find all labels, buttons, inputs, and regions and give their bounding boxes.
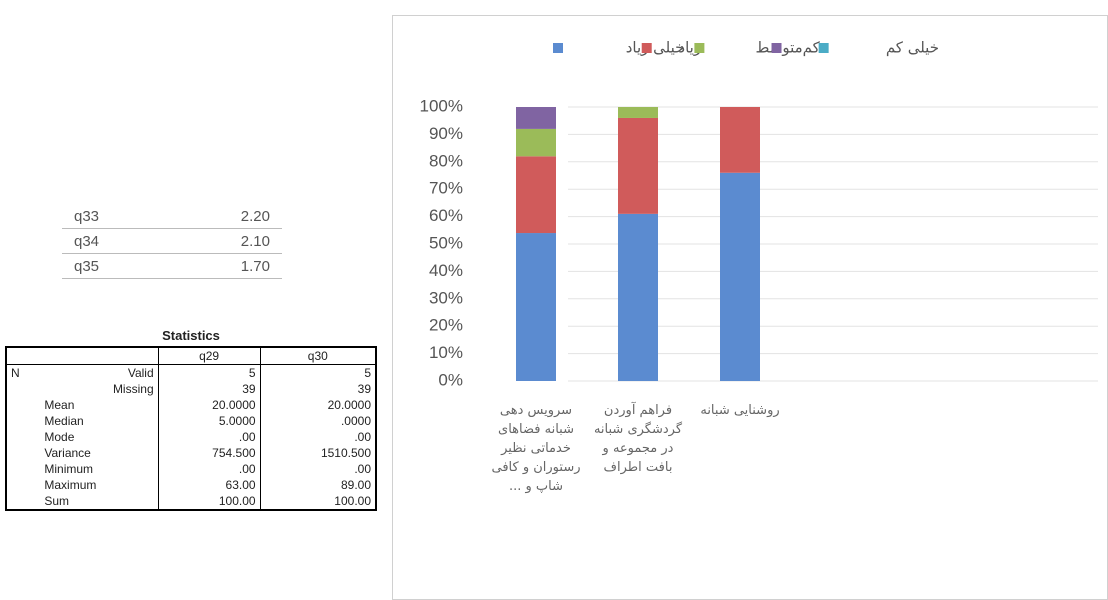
table-cell: 20.0000	[158, 397, 260, 413]
table-cell: .00	[260, 461, 376, 477]
bar-segment	[516, 129, 556, 156]
row-label: Mode	[40, 429, 158, 445]
column-header: q29	[158, 347, 260, 365]
row-label: Maximum	[40, 477, 158, 493]
table-title: Statistics	[5, 326, 377, 346]
y-tick-label: 0%	[438, 370, 463, 389]
table-cell: 89.00	[260, 477, 376, 493]
corner-cell	[6, 347, 158, 365]
row-label: Valid	[40, 365, 158, 382]
y-tick-label: 80%	[429, 151, 463, 170]
bar-segment	[618, 214, 658, 381]
table-cell: 2.10	[168, 229, 283, 254]
bar-segment	[618, 118, 658, 214]
table-row: Minimum.00.00	[6, 461, 376, 477]
row-group	[6, 493, 40, 510]
table-cell: 39	[158, 381, 260, 397]
chart-svg: 0% 10% 20% 30% 40% 50% 60% 70% 80% 90% 100% خیلی زی…	[393, 16, 1107, 599]
table-cell: .00	[260, 429, 376, 445]
y-tick-label: 100%	[420, 96, 463, 115]
bar-segment	[618, 107, 658, 118]
x-tick-label: فراهم آوردن گردشگری شبانه در مجموعه و با…	[590, 401, 686, 477]
table-cell: .0000	[260, 413, 376, 429]
table-cell: 5.0000	[158, 413, 260, 429]
row-group	[6, 445, 40, 461]
legend-label: کم	[803, 39, 821, 57]
row-group: N	[6, 365, 40, 382]
row-group	[6, 397, 40, 413]
legend-swatch	[772, 43, 782, 53]
table-cell: 2.20	[168, 204, 283, 229]
table-cell: q35	[62, 254, 168, 279]
table-cell: 39	[260, 381, 376, 397]
table-cell: 100.00	[158, 493, 260, 510]
table-cell: 20.0000	[260, 397, 376, 413]
row-label: Sum	[40, 493, 158, 510]
row-label: Missing	[40, 381, 158, 397]
table-cell: .00	[158, 429, 260, 445]
page: q332.20q342.10q351.70 Statistics q29q30N…	[0, 0, 1108, 599]
bar-segment	[516, 233, 556, 381]
row-group	[6, 429, 40, 445]
y-tick-label: 70%	[429, 179, 463, 198]
table-cell: q34	[62, 229, 168, 254]
row-group	[6, 413, 40, 429]
y-tick-label: 10%	[429, 343, 463, 362]
table-cell: 1.70	[168, 254, 283, 279]
legend-swatch	[642, 43, 652, 53]
legend-swatch	[819, 43, 829, 53]
y-tick-label: 90%	[429, 124, 463, 143]
row-label: Mean	[40, 397, 158, 413]
bar-segment	[720, 173, 760, 381]
row-group	[6, 461, 40, 477]
bar-segment	[516, 156, 556, 233]
x-tick-label: روشنایی شبانه	[692, 401, 788, 420]
table-cell: .00	[158, 461, 260, 477]
bar-segment	[516, 107, 556, 129]
row-label: Median	[40, 413, 158, 429]
legend-label: خیلی زیاد	[626, 39, 685, 57]
table-cell: 5	[260, 365, 376, 382]
table-row: Mode.00.00	[6, 429, 376, 445]
y-tick-label: 20%	[429, 316, 463, 335]
legend-swatch	[694, 43, 704, 53]
y-tick-label: 30%	[429, 288, 463, 307]
table-cell: q33	[62, 204, 168, 229]
table-cell: 5	[158, 365, 260, 382]
legend-label: خیلی کم	[886, 39, 939, 57]
row-group	[6, 381, 40, 397]
chart: 0% 10% 20% 30% 40% 50% 60% 70% 80% 90% 100% خیلی زی…	[392, 15, 1108, 600]
y-tick-label: 60%	[429, 206, 463, 225]
table-cell: 100.00	[260, 493, 376, 510]
table-cell: 754.500	[158, 445, 260, 461]
x-tick-label: سرویس دهی شبانه فضاهای خدماتی نظیر رستور…	[488, 401, 584, 496]
table-cell: 1510.500	[260, 445, 376, 461]
table-cell: 63.00	[158, 477, 260, 493]
bar-segment	[720, 107, 760, 173]
row-label: Variance	[40, 445, 158, 461]
y-tick-label: 40%	[429, 261, 463, 280]
y-tick-label: 50%	[429, 233, 463, 252]
legend-swatch	[553, 43, 563, 53]
row-group	[6, 477, 40, 493]
row-label: Minimum	[40, 461, 158, 477]
column-header: q30	[260, 347, 376, 365]
